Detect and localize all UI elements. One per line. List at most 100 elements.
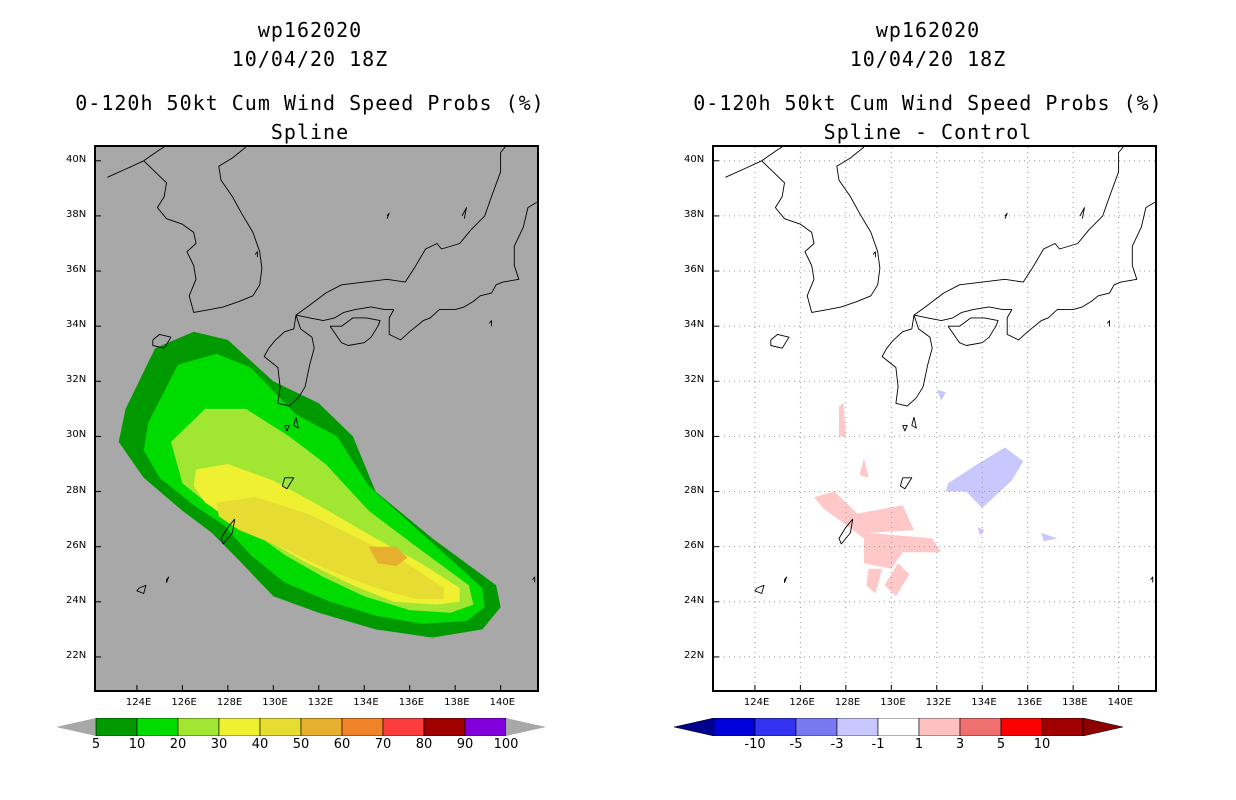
left-colorbar-swatch-1 bbox=[136, 718, 179, 736]
left-ytick-label: 22N bbox=[66, 649, 87, 661]
left-coastline-8 bbox=[136, 584, 147, 594]
right-coastline-2 bbox=[881, 201, 1155, 407]
left-coastline-15 bbox=[461, 207, 467, 219]
left-xtick-label: 138E bbox=[444, 697, 470, 708]
left-coastline-16 bbox=[254, 251, 258, 258]
left-colorbar-label: 5 bbox=[91, 737, 101, 752]
right-coastline-11 bbox=[784, 576, 788, 583]
right-coastline-16 bbox=[872, 251, 876, 258]
left-coastline-9 bbox=[293, 416, 299, 429]
right-ytick-label: 34N bbox=[684, 319, 705, 331]
right-colorbar-label: -3 bbox=[830, 737, 844, 752]
left-colorbar-swatch-2 bbox=[177, 718, 220, 736]
right-colorbar bbox=[674, 718, 1124, 736]
left-coastline-14 bbox=[386, 212, 390, 219]
left-colorbar-label: 40 bbox=[251, 737, 269, 752]
right-title-product: 0-120h 50kt Cum Wind Speed Probs (%) bbox=[693, 91, 1163, 115]
left-xtick-label: 124E bbox=[125, 697, 152, 708]
left-colorbar-label: 100 bbox=[493, 737, 519, 752]
right-xtick-label: 128E bbox=[834, 697, 861, 708]
right-contour-1to3-4 bbox=[859, 458, 869, 478]
right-coastline-12 bbox=[1106, 320, 1110, 327]
right-ytick-label: 26N bbox=[684, 539, 705, 551]
right-colorbar-label: 5 bbox=[996, 737, 1006, 752]
left-coastline-0 bbox=[107, 147, 165, 178]
right-ytick-label: 32N bbox=[684, 374, 705, 386]
left-coastline-6 bbox=[281, 477, 295, 490]
left-colorbar-swatch-4 bbox=[259, 718, 302, 736]
left-xtick-label: 128E bbox=[216, 697, 243, 708]
right-ytick-label: 30N bbox=[684, 429, 705, 441]
left-coastline-12 bbox=[488, 320, 492, 327]
left-ytick-label: 36N bbox=[66, 264, 87, 276]
left-title-storm-id: wp162020 bbox=[257, 18, 363, 42]
right-colorbar-label: -10 bbox=[744, 737, 766, 752]
left-contour-40-4 bbox=[216, 497, 444, 599]
left-colorbar-swatch-7 bbox=[382, 718, 425, 736]
right-colorbar-label: 3 bbox=[955, 737, 965, 752]
left-coastline-5 bbox=[152, 333, 172, 349]
left-ytick-label: 34N bbox=[66, 319, 87, 331]
right-contour-1to3-2 bbox=[866, 568, 883, 594]
right-contour--3to-1-5 bbox=[945, 447, 1024, 509]
left-xtick-label: 136E bbox=[398, 697, 425, 708]
right-xtick-label: 138E bbox=[1062, 697, 1088, 708]
left-colorbar-swatch-6 bbox=[341, 718, 384, 736]
left-xtick-label: 130E bbox=[262, 697, 288, 708]
right-contour-1to3-0 bbox=[814, 491, 942, 569]
right-xtick-label: 130E bbox=[880, 697, 906, 708]
right-coastline-1 bbox=[761, 147, 881, 313]
left-colorbar-label: 80 bbox=[415, 737, 433, 752]
right-colorbar-swatch-7 bbox=[1000, 718, 1043, 736]
right-colorbar-label: -1 bbox=[871, 737, 885, 752]
left-colorbar-label: 20 bbox=[169, 737, 187, 752]
right-xtick-label: 124E bbox=[743, 697, 770, 708]
left-map-frame bbox=[94, 145, 539, 692]
left-title-date: 10/04/20 18Z bbox=[231, 47, 389, 71]
right-colorbar-swatch-2 bbox=[795, 718, 838, 736]
left-colorbar bbox=[56, 718, 546, 736]
right-title-method: Spline - Control bbox=[823, 120, 1033, 144]
right-colorbar-swatch-4 bbox=[877, 718, 920, 736]
right-xtick-label: 140E bbox=[1107, 697, 1134, 708]
right-xtick-label: 134E bbox=[971, 697, 997, 708]
left-colorbar-label: 60 bbox=[333, 737, 351, 752]
right-colorbar-swatch-0 bbox=[713, 718, 756, 736]
right-contour-1to3-1 bbox=[839, 403, 846, 437]
left-coastline-10 bbox=[284, 424, 290, 432]
left-xtick-label: 126E bbox=[171, 697, 197, 708]
left-coastline-7 bbox=[220, 518, 236, 545]
right-ytick-label: 28N bbox=[684, 484, 705, 496]
right-contour--3to-1-6 bbox=[977, 527, 985, 536]
right-xtick-label: 136E bbox=[1016, 697, 1043, 708]
left-colorbar-start-arrow bbox=[56, 718, 96, 736]
left-colorbar-label: 30 bbox=[210, 737, 228, 752]
right-colorbar-start-arrow bbox=[674, 718, 715, 736]
right-colorbar-swatch-8 bbox=[1041, 718, 1084, 736]
right-coastline-7 bbox=[838, 518, 854, 545]
left-coastline-11 bbox=[166, 576, 170, 583]
right-colorbar-end-arrow bbox=[1082, 718, 1124, 736]
right-coastline-5 bbox=[770, 333, 790, 349]
left-colorbar-swatch-3 bbox=[218, 718, 261, 736]
left-coastline-1 bbox=[143, 147, 263, 313]
right-coastline-4 bbox=[947, 317, 999, 346]
right-coastline-6 bbox=[899, 477, 913, 490]
left-coastline-2 bbox=[263, 201, 537, 407]
left-coastline-3 bbox=[295, 147, 506, 316]
left-colorbar-label: 70 bbox=[374, 737, 392, 752]
left-ytick-label: 40N bbox=[66, 153, 87, 165]
right-coastline-13 bbox=[1150, 576, 1154, 583]
right-ytick-label: 24N bbox=[684, 594, 705, 606]
left-ytick-label: 32N bbox=[66, 374, 87, 386]
left-ytick-label: 30N bbox=[66, 429, 87, 441]
left-xtick-label: 140E bbox=[489, 697, 516, 708]
left-ytick-label: 38N bbox=[66, 208, 87, 220]
right-colorbar-label: -5 bbox=[789, 737, 803, 752]
left-colorbar-label: 90 bbox=[456, 737, 474, 752]
right-colorbar-swatch-6 bbox=[959, 718, 1002, 736]
left-colorbar-swatch-5 bbox=[300, 718, 343, 736]
left-xtick-label: 132E bbox=[307, 697, 334, 708]
left-colorbar-swatch-9 bbox=[464, 718, 507, 736]
right-colorbar-label: 10 bbox=[1033, 737, 1051, 752]
